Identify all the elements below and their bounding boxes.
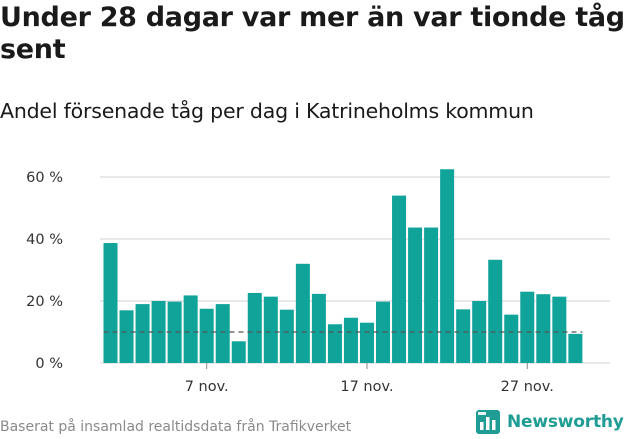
x-tick-label: 27 nov. <box>501 379 554 395</box>
bar <box>536 294 551 363</box>
y-tick-label: 20 % <box>26 294 63 310</box>
chart-title: Under 28 dagar var mer än var tionde tåg… <box>0 2 625 65</box>
bar <box>231 341 246 363</box>
bar <box>440 169 455 363</box>
bar-chart: 0 % 20 % 40 % 60 % 7 nov. 17 nov. 27 nov. <box>26 169 610 395</box>
chart-subtitle: Andel försenade tåg per dag i Katrinehol… <box>0 99 534 123</box>
bar <box>424 227 439 363</box>
bar <box>295 263 310 363</box>
bar <box>135 304 150 363</box>
source-note: Baserat på insamlad realtidsdata från Tr… <box>0 419 352 435</box>
bar <box>199 308 214 363</box>
bar <box>167 301 182 363</box>
y-tick-label: 0 % <box>35 356 63 372</box>
bar <box>327 324 342 363</box>
x-tick-label: 7 nov. <box>185 379 229 395</box>
x-tick-label: 17 nov. <box>340 379 393 395</box>
bar <box>359 322 374 363</box>
bar <box>215 304 230 363</box>
bar <box>488 259 503 363</box>
bar <box>568 333 583 363</box>
bar <box>279 309 294 363</box>
bar <box>343 317 358 363</box>
bar <box>520 291 535 363</box>
bar <box>311 293 326 363</box>
bar <box>247 292 262 363</box>
y-tick-label: 60 % <box>26 170 63 186</box>
brand-logo[interactable]: Newsworthy <box>476 409 624 435</box>
bar <box>408 227 423 363</box>
bar <box>472 301 487 363</box>
bar <box>552 296 567 363</box>
bar <box>103 243 118 363</box>
bar <box>119 310 134 363</box>
newsworthy-logo-icon <box>476 410 500 434</box>
bar <box>504 314 519 363</box>
bar <box>263 296 278 363</box>
y-tick-label: 40 % <box>26 232 63 248</box>
bar <box>456 309 471 363</box>
bar <box>392 195 407 363</box>
bar <box>183 295 198 363</box>
brand-name: Newsworthy <box>507 412 624 432</box>
